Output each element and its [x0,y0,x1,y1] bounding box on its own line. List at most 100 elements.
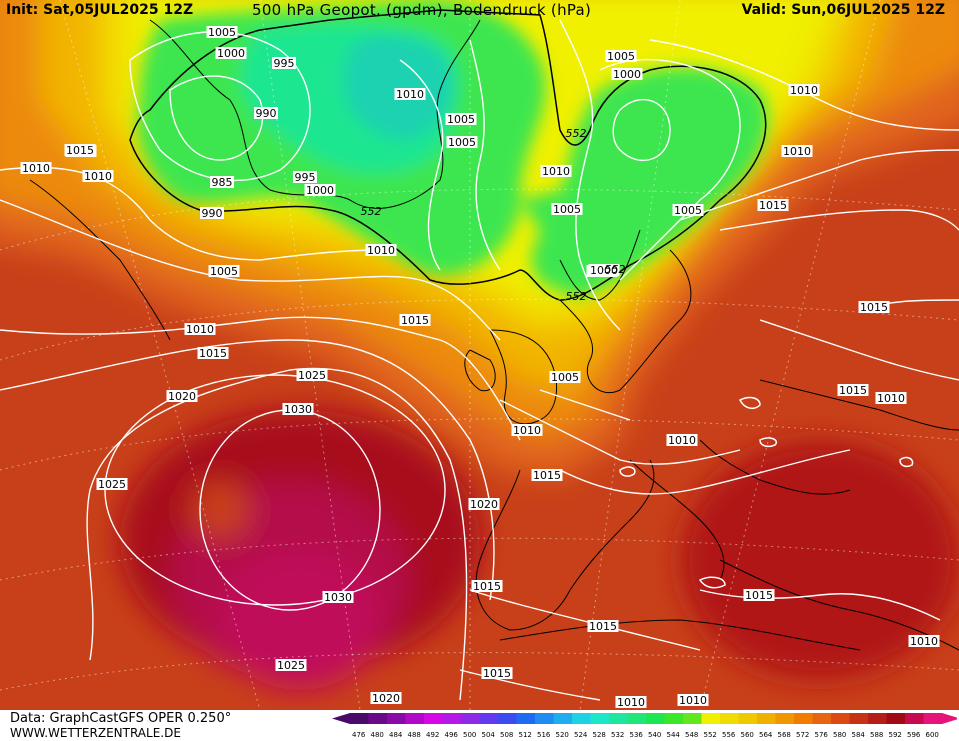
colorbar-swatch [479,713,499,724]
colorbar-label: 572 [796,731,809,739]
isobar-label: 1010 [877,392,905,405]
colorbar-swatch [498,713,517,724]
isobar-label: 1015 [745,589,773,602]
isobar-label-bg [531,469,563,481]
colorbar-swatch [590,713,610,724]
isobar-label: 1025 [298,369,326,382]
isobar-label: 1015 [759,199,787,212]
isobar-label: 1005 [551,371,579,384]
colorbar-label: 556 [722,731,736,739]
isobar-label: 1005 [607,50,635,63]
colorbar-swatch [923,713,943,724]
isobar-label: 1015 [533,469,561,482]
isobar-label-bg [875,392,907,404]
isobar-label-bg [254,107,278,119]
colorbar-label: 560 [741,731,754,739]
isobar-label-bg [908,635,940,647]
isobar-label-bg [549,371,581,383]
isobar-label: 1010 [513,424,541,437]
isobar-label: 1005 [447,113,475,126]
colorbar-swatch [757,713,776,724]
colorbar-swatch [516,713,536,724]
isobar-label-bg [858,301,890,313]
colorbar-swatch [350,713,369,724]
isobar-label: 1010 [542,165,570,178]
isobar-label-bg [445,113,477,125]
colorbar: 476 480 484 488 492 496 500 504 508 512 516 520 524 5… [332,713,957,739]
colorbar-swatch [849,713,869,724]
colorbar-label: 536 [630,731,644,739]
isobar-label-bg [837,384,869,396]
isobar-label-bg [296,369,328,381]
isobar-label: 1025 [98,478,126,491]
colorbar-swatch [738,713,758,724]
isobar-label-bg [481,667,513,679]
colorbar-swatch [831,713,850,724]
colorbar-label: 480 [371,731,384,739]
isobar-label-bg [672,204,704,216]
isobar-label-bg [788,84,820,96]
isobar-label: 995 [274,57,295,70]
isobar-label-bg [615,696,647,708]
colorbar-label: 528 [593,731,606,739]
isobar-label-bg [551,203,583,215]
isobar-label: 1010 [910,635,938,648]
isobar-label: 985 [212,176,233,189]
isobar-label-bg [588,264,620,276]
isobar-label-bg [743,589,775,601]
colorbar-label: 484 [389,731,403,739]
isobar-label: 1015 [199,347,227,360]
colorbar-label: 524 [574,731,588,739]
valid-time: Valid: Sun,06JUL2025 12Z [741,2,945,18]
isobar-label-bg [370,692,402,704]
isobar-label-bg [511,424,543,436]
website-credit: WWW.WETTERZENTRALE.DE [10,726,181,740]
colorbar-label: 492 [426,731,439,739]
colorbar-label: 512 [519,731,532,739]
geopotential-label: 552 [605,263,626,276]
isobar-label-bg [184,323,216,335]
colorbar-label: 508 [500,731,513,739]
colorbar-swatch [720,713,739,724]
colorbar-label: 588 [870,731,883,739]
isobar-label: 1020 [168,390,196,403]
isobar-label-bg [304,184,336,196]
isobar-label-bg [197,347,229,359]
isobar-label-bg [471,580,503,592]
colorbar-swatch [812,713,832,724]
colorbar-swatch [424,713,443,724]
colorbar-swatch [609,713,628,724]
geopotential-label: 552 [361,205,382,218]
isobar-label: 1010 [186,323,214,336]
colorbar-swatch [368,713,388,724]
isobar-label: 1010 [84,170,112,183]
isobar-label: 1000 [217,47,245,60]
isobar-label: 1000 [613,68,641,81]
colorbar-label: 548 [685,731,698,739]
isobar-label: 1015 [473,580,501,593]
isobar-label: 1000 [306,184,334,197]
colorbar-swatch [405,713,425,724]
colorbar-label: 552 [704,731,717,739]
isobar-label-bg [20,162,52,174]
isobar-label-bg [605,50,637,62]
colorbar-swatch [387,713,406,724]
colorbar-swatch [905,713,924,724]
isobar-label-bg [206,26,238,38]
colorbar-label: 592 [889,731,902,739]
colorbar-swatch [701,713,721,724]
isobar-label: 1015 [589,620,617,633]
isobar-label-bg [82,170,114,182]
colorbar-label: 544 [667,731,681,739]
isobar-label: 1015 [66,144,94,157]
isobar-label: 1010 [679,694,707,707]
geopotential-label: 552 [566,127,587,140]
colorbar-swatch [868,713,887,724]
isobar-label-bg [293,171,317,183]
isobar-label-bg [446,136,478,148]
isobar-label: 1005 [448,136,476,149]
isobar-label-bg [282,403,314,415]
isobar-label: 1015 [401,314,429,327]
isobar-label: 1005 [553,203,581,216]
colorbar-left-arrow [332,713,350,724]
